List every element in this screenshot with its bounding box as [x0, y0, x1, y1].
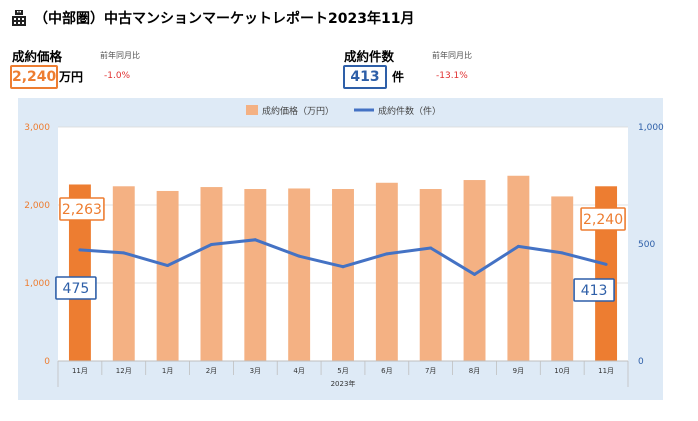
callout-last-count-box — [573, 278, 615, 302]
price-unit: 万円 — [59, 70, 84, 84]
line-point — [604, 262, 608, 266]
callout-last-price-box — [580, 207, 626, 231]
x-tick-label: 2月 — [206, 367, 217, 375]
count-value-box: 413 — [343, 65, 387, 89]
bar — [112, 186, 135, 361]
line-point — [209, 242, 213, 246]
x-tick-label: 9月 — [513, 367, 524, 375]
count-yoy-change: -13.1% — [436, 71, 468, 81]
callout-first-count: 475 — [63, 281, 90, 297]
bar — [419, 189, 442, 361]
y-right-tick-label: 500 — [638, 240, 655, 250]
legend-label-bar: 成約価格（万円） — [262, 105, 334, 117]
count-label: 成約件数 — [344, 49, 395, 64]
x-tick-label: 7月 — [425, 367, 436, 375]
x-tick-label: 6月 — [381, 367, 392, 375]
price-yoy-change: -1.0% — [104, 71, 131, 81]
price-yoy-label: 前年同月比 — [100, 51, 140, 60]
y-left-tick-label: 3,000 — [24, 123, 50, 133]
bar — [288, 188, 311, 361]
y-left-tick-label: 0 — [44, 357, 50, 367]
x-tick-label: 3月 — [250, 367, 261, 375]
callout-first-price-box — [59, 197, 105, 221]
count-yoy-label: 前年同月比 — [432, 51, 472, 60]
line-point — [516, 244, 520, 248]
line-point — [166, 264, 170, 268]
page-title: （中部圏）中古マンションマーケットレポート2023年11月 — [34, 11, 415, 27]
bar — [332, 189, 354, 361]
x-tick-label: 11月 — [72, 367, 88, 375]
legend-swatch-bar — [246, 105, 258, 115]
x-tick-label: 4月 — [293, 367, 304, 375]
price-label: 成約価格 — [12, 49, 63, 64]
bar — [507, 175, 530, 361]
x-tick-label: 8月 — [469, 367, 480, 375]
y-left-tick-label: 1,000 — [24, 279, 50, 289]
callout-last-count: 413 — [581, 283, 608, 299]
bar — [244, 189, 267, 361]
line-point — [385, 252, 389, 256]
bar — [463, 180, 486, 361]
line-point — [560, 251, 564, 255]
y-right-tick-label: 0 — [638, 357, 644, 367]
line-point — [78, 248, 82, 252]
bar — [375, 182, 398, 361]
legend-label-line: 成約件数（件） — [378, 105, 441, 117]
callout-first-count-box — [55, 276, 97, 300]
line-point — [122, 251, 126, 255]
count-unit: 件 — [392, 70, 405, 84]
bar — [68, 184, 91, 361]
line-point — [473, 272, 477, 276]
x-tick-label: 1月 — [162, 367, 173, 375]
line-point — [253, 238, 257, 242]
bar — [200, 187, 223, 361]
callout-last-price: 2,240 — [583, 212, 623, 228]
callout-first-price: 2,263 — [62, 202, 102, 218]
building-icon — [12, 10, 26, 26]
bar — [551, 196, 574, 361]
y-left-tick-label: 2,000 — [24, 201, 50, 211]
x-tick-label: 5月 — [337, 367, 348, 375]
bar — [156, 190, 179, 361]
line-point — [429, 246, 433, 250]
x-tick-label: 10月 — [554, 367, 570, 375]
y-right-tick-label: 1,000 — [638, 123, 664, 133]
line-point — [341, 265, 345, 269]
x-tick-label: 11月 — [598, 367, 614, 375]
price-value-box: 2,240 — [10, 65, 58, 89]
line-point — [297, 254, 301, 258]
x-group-label: 2023年 — [331, 379, 356, 388]
x-tick-label: 12月 — [116, 367, 132, 375]
